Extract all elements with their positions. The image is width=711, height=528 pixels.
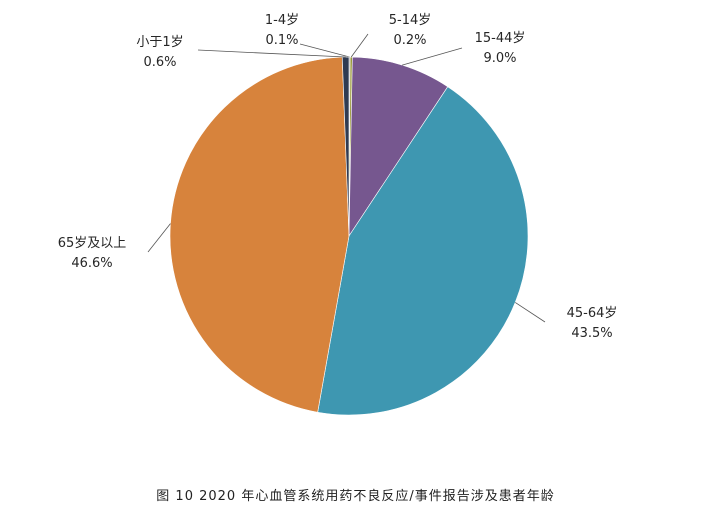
slice-value-label: 0.6%	[143, 55, 176, 70]
slice-value-label: 0.1%	[265, 33, 298, 48]
pie-slice	[169, 56, 350, 413]
leader-line	[350, 33, 369, 58]
slice-category-label: 5-14岁	[389, 13, 432, 28]
slice-category-label: 65岁及以上	[58, 236, 127, 251]
leader-line	[197, 49, 346, 58]
leader-line	[402, 47, 463, 66]
slice-value-label: 9.0%	[483, 51, 516, 66]
slice-value-label: 43.5%	[571, 326, 612, 341]
slice-category-label: 15-44岁	[475, 31, 526, 46]
leader-line	[299, 43, 350, 58]
slice-value-label: 46.6%	[71, 256, 112, 271]
slice-value-label: 0.2%	[393, 33, 426, 48]
slice-category-label: 小于1岁	[136, 35, 183, 50]
slice-category-label: 45-64岁	[567, 306, 618, 321]
slice-category-label: 1-4岁	[265, 13, 299, 28]
leader-line	[147, 223, 171, 253]
figure-caption: 图 10 2020 年心血管系统用药不良反应/事件报告涉及患者年龄	[156, 489, 555, 504]
leader-line	[515, 302, 546, 323]
